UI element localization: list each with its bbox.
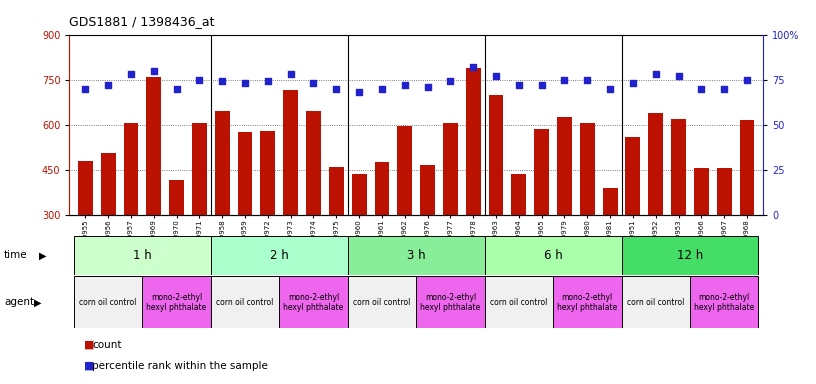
Text: 12 h: 12 h xyxy=(676,249,703,262)
Point xyxy=(650,71,663,77)
Point xyxy=(284,71,297,77)
Text: corn oil control: corn oil control xyxy=(627,298,685,307)
Point xyxy=(444,78,457,84)
Bar xyxy=(671,119,686,215)
Text: ■: ■ xyxy=(84,340,95,350)
Point xyxy=(147,68,160,74)
Point xyxy=(672,73,685,79)
Bar xyxy=(142,276,211,328)
Text: count: count xyxy=(92,340,122,350)
Bar xyxy=(306,111,321,215)
Bar xyxy=(74,276,142,328)
Text: agent: agent xyxy=(4,297,34,308)
Bar xyxy=(348,236,485,275)
Text: corn oil control: corn oil control xyxy=(216,298,273,307)
Bar xyxy=(489,95,503,215)
Point xyxy=(79,86,92,92)
Text: ▶: ▶ xyxy=(39,250,47,260)
Bar xyxy=(512,174,526,215)
Bar xyxy=(260,131,275,215)
Bar xyxy=(192,123,206,215)
Point xyxy=(512,82,526,88)
Point xyxy=(717,86,730,92)
Point xyxy=(375,86,388,92)
Text: ■: ■ xyxy=(84,361,95,371)
Bar xyxy=(443,123,458,215)
Bar xyxy=(485,276,553,328)
Point xyxy=(124,71,137,77)
Bar xyxy=(716,169,732,215)
Text: corn oil control: corn oil control xyxy=(490,298,548,307)
Bar xyxy=(466,68,481,215)
Bar xyxy=(690,276,758,328)
Point xyxy=(330,86,343,92)
Point xyxy=(740,77,753,83)
Point xyxy=(170,86,183,92)
Bar xyxy=(534,129,549,215)
Bar xyxy=(739,120,755,215)
Text: ▶: ▶ xyxy=(34,297,42,308)
Bar xyxy=(100,153,116,215)
Bar xyxy=(420,166,435,215)
Text: mono-2-ethyl
hexyl phthalate: mono-2-ethyl hexyl phthalate xyxy=(694,293,754,312)
Bar xyxy=(553,276,622,328)
Bar xyxy=(626,137,641,215)
Text: 3 h: 3 h xyxy=(407,249,425,262)
Bar xyxy=(352,174,366,215)
Point xyxy=(193,77,206,83)
Point xyxy=(102,82,115,88)
Bar xyxy=(622,236,758,275)
Bar xyxy=(78,161,93,215)
Text: GDS1881 / 1398436_at: GDS1881 / 1398436_at xyxy=(69,15,215,28)
Point xyxy=(307,80,320,86)
Bar xyxy=(74,236,211,275)
Text: corn oil control: corn oil control xyxy=(353,298,410,307)
Bar xyxy=(169,180,184,215)
Point xyxy=(627,80,640,86)
Bar xyxy=(603,188,618,215)
Text: percentile rank within the sample: percentile rank within the sample xyxy=(92,361,268,371)
Bar xyxy=(648,113,663,215)
Point xyxy=(535,82,548,88)
Text: mono-2-ethyl
hexyl phthalate: mono-2-ethyl hexyl phthalate xyxy=(146,293,206,312)
Text: corn oil control: corn oil control xyxy=(79,298,137,307)
Point xyxy=(398,82,411,88)
Bar xyxy=(622,276,690,328)
Point xyxy=(695,86,708,92)
Point xyxy=(581,77,594,83)
Point xyxy=(353,89,366,95)
Text: time: time xyxy=(4,250,28,260)
Text: mono-2-ethyl
hexyl phthalate: mono-2-ethyl hexyl phthalate xyxy=(420,293,481,312)
Bar xyxy=(146,77,162,215)
Point xyxy=(215,78,228,84)
Bar xyxy=(375,162,389,215)
Bar xyxy=(485,236,622,275)
Point xyxy=(261,78,274,84)
Bar xyxy=(348,276,416,328)
Text: mono-2-ethyl
hexyl phthalate: mono-2-ethyl hexyl phthalate xyxy=(557,293,618,312)
Bar xyxy=(279,276,348,328)
Bar xyxy=(237,132,252,215)
Text: mono-2-ethyl
hexyl phthalate: mono-2-ethyl hexyl phthalate xyxy=(283,293,344,312)
Bar xyxy=(211,236,348,275)
Bar xyxy=(557,117,572,215)
Point xyxy=(604,86,617,92)
Point xyxy=(421,84,434,90)
Bar xyxy=(283,90,298,215)
Bar xyxy=(694,169,709,215)
Bar xyxy=(580,123,595,215)
Bar xyxy=(123,123,139,215)
Point xyxy=(238,80,251,86)
Bar xyxy=(329,167,344,215)
Text: 2 h: 2 h xyxy=(270,249,289,262)
Point xyxy=(467,64,480,70)
Point xyxy=(490,73,503,79)
Text: 6 h: 6 h xyxy=(543,249,562,262)
Bar xyxy=(416,276,485,328)
Bar xyxy=(397,126,412,215)
Text: 1 h: 1 h xyxy=(133,249,152,262)
Bar xyxy=(211,276,279,328)
Point xyxy=(558,77,571,83)
Bar xyxy=(215,111,229,215)
